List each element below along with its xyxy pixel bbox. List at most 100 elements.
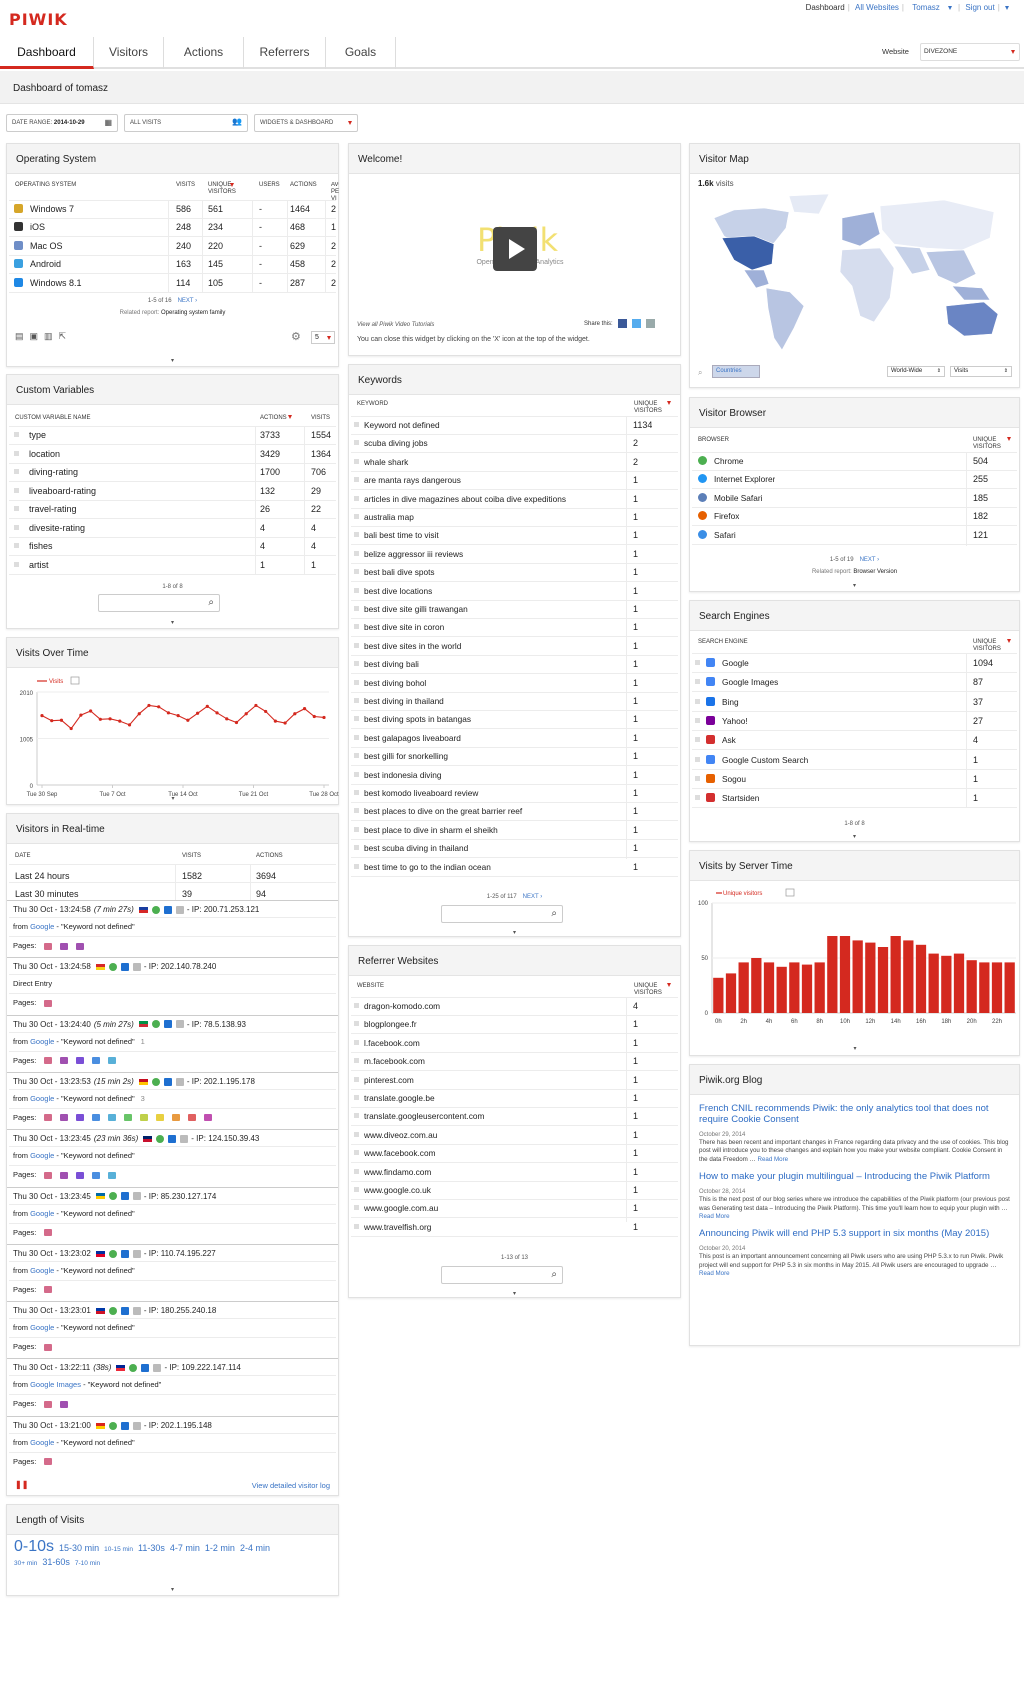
table-row[interactable]: translate.google.be 1	[349, 1089, 680, 1108]
table-row[interactable]: best indonesia diving 1	[349, 766, 680, 785]
page-view-icon[interactable]	[76, 1171, 85, 1179]
col-header-unique[interactable]: UNIQUE VISITORS	[634, 983, 671, 997]
settings-gear-icon[interactable]: ⚙	[291, 331, 301, 343]
col-header-unique[interactable]: UNIQUE VISITORS	[973, 437, 1011, 451]
col-header-keyword[interactable]: KEYWORD	[357, 401, 389, 407]
data-point[interactable]	[205, 704, 209, 708]
col-header-visits[interactable]: VISITS	[176, 182, 196, 188]
read-more-link[interactable]: Read More	[699, 1213, 730, 1221]
server-time-bar[interactable]	[991, 962, 1003, 1013]
table-row[interactable]: Mobile Safari 185	[690, 489, 1019, 508]
data-point[interactable]	[176, 713, 180, 718]
table-row[interactable]: bali best time to visit 1	[349, 526, 680, 546]
table-row[interactable]: best dive site in coron 1	[349, 618, 680, 638]
tab-referrers[interactable]: Referrers	[244, 37, 326, 69]
server-time-bar[interactable]	[928, 953, 939, 1013]
referrer-link[interactable]: Google	[30, 1323, 55, 1333]
widget-title[interactable]: Welcome!	[349, 144, 680, 174]
toplink-dashboard[interactable]: Dashboard	[805, 3, 845, 12]
blog-post-title[interactable]: French CNIL recommends Piwik: the only a…	[699, 1103, 989, 1125]
collapse-arrow-icon[interactable]: ▾	[170, 358, 174, 364]
col-header-avg[interactable]: AVG. PER VI	[331, 182, 339, 202]
visitor-entry[interactable]: Thu 30 Oct - 13:22:11 (38s) - IP: 109.222.…	[7, 1358, 338, 1415]
website-selector[interactable]: DIVEZONE	[920, 43, 1020, 61]
data-point[interactable]	[215, 711, 219, 715]
server-time-bar[interactable]	[852, 940, 863, 1013]
table-row[interactable]: Sogou 1	[690, 769, 1019, 789]
referrer-link[interactable]: Google	[30, 1093, 55, 1103]
expand-icon[interactable]	[14, 561, 19, 567]
page-view-icon[interactable]	[108, 1114, 117, 1122]
referrer-link[interactable]: Google Images	[30, 1380, 81, 1390]
expand-icon[interactable]	[14, 543, 19, 548]
page-view-icon[interactable]	[44, 942, 53, 950]
data-point[interactable]	[89, 709, 93, 713]
widget-title[interactable]: Visitors in Real-time	[7, 814, 338, 844]
table-row[interactable]: australia map 1	[349, 508, 680, 527]
server-time-bar[interactable]	[827, 936, 838, 1013]
bar-chart-icon[interactable]: ▥	[44, 331, 59, 341]
table-row[interactable]: www.facebook.com 1	[349, 1144, 680, 1164]
expand-icon[interactable]	[14, 487, 19, 493]
table-row[interactable]: whale shark 2	[349, 453, 680, 472]
server-time-bar[interactable]	[725, 973, 737, 1013]
read-more-link[interactable]: Read More	[757, 1155, 789, 1163]
widget-title[interactable]: Keywords	[349, 365, 680, 395]
page-view-icon[interactable]	[60, 1057, 69, 1065]
os-next-link[interactable]: NEXT ›	[177, 298, 198, 304]
col-header-actions[interactable]: ACTIONS	[290, 182, 317, 188]
world-map[interactable]	[694, 188, 1016, 358]
tag-item[interactable]: 30+ min	[14, 1560, 38, 1567]
table-row[interactable]: Internet Explorer 255	[690, 470, 1019, 490]
server-time-bar[interactable]	[776, 966, 787, 1013]
col-header-unique[interactable]: UNIQUE VISITORS	[973, 639, 1011, 653]
referrer-link[interactable]: Google	[30, 922, 55, 931]
server-time-bar-chart[interactable]: Unique visitors 100 50 0 0h 2h 4h 6h 8h 10h 12h 14h…	[690, 881, 1021, 1057]
table-row[interactable]: iOS 248 234 - 468 1	[7, 218, 338, 238]
table-row[interactable]: dragon-komodo.com 4	[349, 997, 680, 1016]
page-view-icon[interactable]	[108, 1171, 117, 1179]
page-view-icon[interactable]	[44, 1057, 53, 1065]
view-switcher[interactable]: ▤▣▥⇱	[15, 331, 72, 342]
table-row[interactable]: Mac OS 240 220 - 629 2	[7, 237, 338, 256]
widget-title[interactable]: Referrer Websites	[349, 946, 680, 976]
menu-dropdown-icon[interactable]	[1005, 5, 1009, 10]
date-range-selector[interactable]: DATE RANGE: 2014-10-29 ▦	[6, 114, 118, 132]
pause-icon[interactable]: ❚❚	[15, 1480, 29, 1489]
referrer-link[interactable]: Google	[30, 1437, 55, 1447]
visitor-entry[interactable]: Thu 30 Oct - 13:23:45 (23 min 36s) - IP: 1…	[7, 1129, 338, 1186]
table-icon[interactable]: ▤	[15, 331, 30, 341]
col-header-users[interactable]: USERS	[259, 182, 280, 188]
play-button[interactable]	[493, 227, 537, 271]
page-view-icon[interactable]	[44, 1229, 53, 1237]
expand-icon[interactable]	[14, 432, 19, 437]
table-row[interactable]: Google Images 87	[690, 672, 1019, 693]
table-row[interactable]: m.facebook.com 1	[349, 1052, 680, 1072]
visitor-entry[interactable]: Thu 30 Oct - 13:24:40 (5 min 27s) - IP: 78…	[7, 1014, 338, 1072]
page-view-icon[interactable]	[108, 1057, 117, 1065]
table-row[interactable]: are manta rays dangerous 1	[349, 471, 680, 491]
table-row[interactable]: scuba diving jobs 2	[349, 434, 680, 454]
tab-actions[interactable]: Actions	[164, 37, 244, 69]
table-row[interactable]: Bing 37	[690, 692, 1019, 712]
page-view-icon[interactable]	[44, 1171, 53, 1179]
page-view-icon[interactable]	[156, 1114, 165, 1122]
visitor-entry[interactable]: Thu 30 Oct - 13:23:53 (15 min 2s) - IP: 20…	[7, 1071, 338, 1129]
table-row[interactable]: Safari 121	[690, 526, 1019, 545]
table-more-icon[interactable]: ▣	[29, 331, 45, 341]
collapse-arrow-icon[interactable]: ▾	[853, 1046, 856, 1052]
data-point[interactable]	[283, 721, 287, 725]
browser-next-link[interactable]: NEXT ›	[859, 557, 880, 563]
referrer-link[interactable]: Google	[30, 1208, 55, 1218]
server-time-bar[interactable]	[941, 955, 952, 1013]
page-view-icon[interactable]	[44, 1114, 53, 1122]
page-view-icon[interactable]	[44, 1458, 53, 1466]
ref-search-input[interactable]: ⌕	[441, 1266, 563, 1284]
table-row[interactable]: best dive site gilli trawangan 1	[349, 600, 680, 619]
table-row[interactable]: best diving bali 1	[349, 655, 680, 675]
server-time-bar[interactable]	[1004, 962, 1015, 1013]
widget-title[interactable]: Visitor Browser	[690, 398, 1019, 428]
table-row[interactable]: best time to go to the indian ocean 1	[349, 858, 680, 877]
visitor-entry[interactable]: Thu 30 Oct - 13:24:58 - IP: 202.140.78.24…	[7, 957, 338, 1014]
segment-selector[interactable]: ALL VISITS 👥	[124, 114, 248, 132]
